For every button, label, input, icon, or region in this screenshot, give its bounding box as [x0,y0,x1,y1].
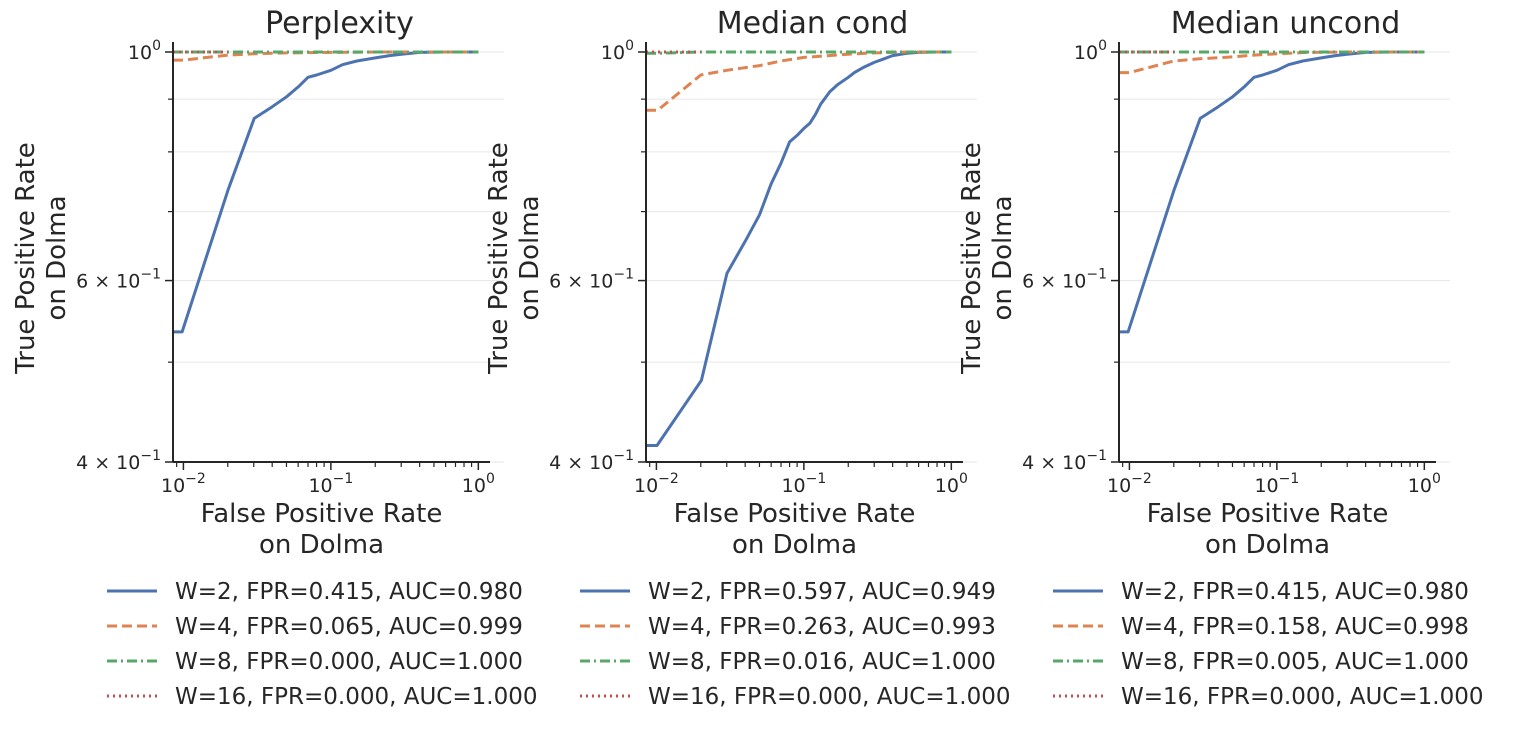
y-tick-label-base: 10 [1074,42,1098,64]
legend-entry: W=4, FPR=0.158, AUC=0.998 [1121,614,1469,640]
x-tick-label: 10−2 [1107,471,1152,497]
x-axis-label: False Positive Rate [201,499,443,529]
y-tick-label-base: 6 × 10 [549,271,613,293]
x-tick-label-base: 10 [781,475,805,497]
x-axis-label: False Positive Rate [674,499,916,529]
chart-title: Median cond [717,6,909,41]
x-tick-label-exp: −2 [1131,471,1152,487]
y-tick-label-exp: 0 [152,38,161,54]
x-tick-label: 10−2 [634,471,679,497]
x-tick-label-exp: −2 [185,471,206,487]
y-tick-label: 4 × 10−1 [76,448,161,474]
series-line-w4 [1119,50,1425,75]
y-tick-label-base: 4 × 10 [1022,452,1086,474]
x-tick-label-exp: 0 [486,471,495,487]
x-tick-label: 10−1 [781,471,826,497]
y-tick-label-exp: −1 [613,448,634,464]
y-axis-label: True Positive Rate [11,142,41,375]
legend-entry: W=4, FPR=0.065, AUC=0.999 [175,614,523,640]
x-tick-label-base: 10 [935,475,959,497]
y-axis-label: on Dolma [515,195,545,320]
legend-entry: W=2, FPR=0.415, AUC=0.980 [1121,579,1469,605]
series-line-w4 [646,50,952,112]
y-tick-label-exp: 0 [625,38,634,54]
y-tick-label-exp: −1 [1086,448,1107,464]
y-axis-label: True Positive Rate [957,142,987,375]
series-line-w2 [173,50,479,334]
x-axis-label: on Dolma [732,530,857,560]
y-tick-label: 100 [601,38,634,64]
x-tick-label-base: 10 [634,475,658,497]
x-tick-label: 100 [1408,471,1441,497]
y-tick-label-base: 4 × 10 [76,452,140,474]
y-tick-label: 100 [128,38,161,64]
y-tick-label: 100 [1074,38,1107,64]
legend-entry: W=16, FPR=0.000, AUC=1.000 [1121,684,1483,710]
series-line-w4 [173,50,479,62]
x-axis-label: on Dolma [1205,530,1330,560]
series-line-w8 [646,50,952,55]
y-axis-label: on Dolma [988,195,1018,320]
series-line-w2 [646,50,952,447]
x-tick-label-base: 10 [1107,475,1131,497]
x-tick-label: 10−2 [161,471,206,497]
x-tick-label-exp: −1 [1279,471,1300,487]
y-tick-label-exp: 0 [1098,38,1107,54]
y-tick-label: 4 × 10−1 [1022,448,1107,474]
x-axis-label: on Dolma [259,530,384,560]
y-tick-label-base: 10 [128,42,152,64]
y-tick-label-base: 6 × 10 [76,271,140,293]
y-tick-label-exp: −1 [613,267,634,283]
legend-entry: W=8, FPR=0.016, AUC=1.000 [648,649,996,675]
x-tick-label-exp: 0 [1432,471,1441,487]
y-tick-label: 6 × 10−1 [76,267,161,293]
y-axis-label: on Dolma [42,195,72,320]
x-tick-label-exp: −2 [658,471,679,487]
y-tick-label: 4 × 10−1 [549,448,634,474]
y-tick-label-base: 6 × 10 [1022,271,1086,293]
y-axis-label: True Positive Rate [484,142,514,375]
x-tick-label-exp: 0 [959,471,968,487]
x-tick-label: 10−1 [1254,471,1299,497]
chart-title: Perplexity [265,6,414,41]
chart-title: Median uncond [1171,6,1401,41]
y-tick-label-exp: −1 [1086,267,1107,283]
x-tick-label-exp: −1 [333,471,354,487]
legend-entry: W=4, FPR=0.263, AUC=0.993 [648,614,996,640]
y-tick-label: 6 × 10−1 [1022,267,1107,293]
x-tick-label-base: 10 [1408,475,1432,497]
y-tick-label-exp: −1 [140,267,161,283]
legend-entry: W=16, FPR=0.000, AUC=1.000 [175,684,537,710]
x-tick-label-base: 10 [161,475,185,497]
x-tick-label-base: 10 [308,475,332,497]
x-tick-label-exp: −1 [806,471,827,487]
y-tick-label: 6 × 10−1 [549,267,634,293]
x-tick-label-base: 10 [1254,475,1278,497]
x-axis-label: False Positive Rate [1147,499,1389,529]
series-line-w2 [1119,50,1425,334]
y-tick-label-base: 4 × 10 [549,452,613,474]
legend-entry: W=2, FPR=0.415, AUC=0.980 [175,579,523,605]
x-tick-label: 10−1 [308,471,353,497]
y-tick-label-base: 10 [601,42,625,64]
x-tick-label: 100 [935,471,968,497]
y-tick-label-exp: −1 [140,448,161,464]
legend-entry: W=8, FPR=0.000, AUC=1.000 [175,649,523,675]
x-tick-label: 100 [462,471,495,497]
legend-entry: W=16, FPR=0.000, AUC=1.000 [648,684,1010,710]
x-tick-label-base: 10 [462,475,486,497]
legend-entry: W=2, FPR=0.597, AUC=0.949 [648,579,996,605]
legend-entry: W=8, FPR=0.005, AUC=1.000 [1121,649,1469,675]
